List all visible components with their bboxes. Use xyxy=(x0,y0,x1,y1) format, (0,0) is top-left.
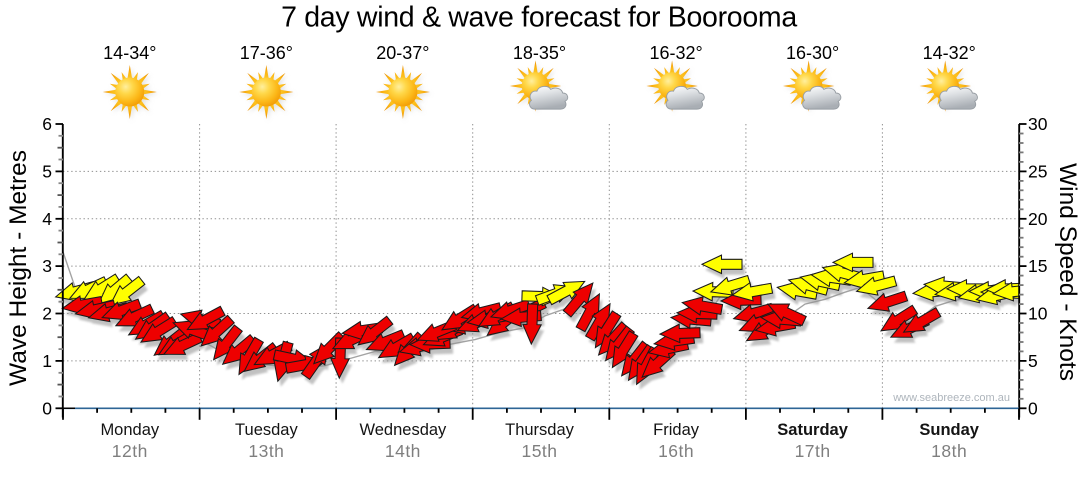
svg-text:0: 0 xyxy=(1028,398,1038,418)
svg-text:www.seabreeze.com.au: www.seabreeze.com.au xyxy=(892,392,1010,404)
svg-text:20: 20 xyxy=(1028,209,1048,229)
svg-text:Wind Speed - Knots: Wind Speed - Knots xyxy=(1054,163,1080,381)
svg-text:18-35°: 18-35° xyxy=(513,43,566,63)
svg-text:17th: 17th xyxy=(795,441,831,461)
svg-text:1: 1 xyxy=(42,351,52,371)
svg-text:6: 6 xyxy=(42,114,52,134)
svg-text:13th: 13th xyxy=(248,441,284,461)
svg-text:14-32°: 14-32° xyxy=(923,43,976,63)
svg-text:25: 25 xyxy=(1028,161,1047,181)
svg-text:12th: 12th xyxy=(112,441,148,461)
svg-text:Sunday: Sunday xyxy=(919,421,979,439)
svg-text:20-37°: 20-37° xyxy=(376,43,429,63)
svg-text:Wednesday: Wednesday xyxy=(359,421,447,439)
svg-text:15th: 15th xyxy=(521,441,557,461)
svg-text:14th: 14th xyxy=(385,441,421,461)
svg-text:Wave Height - Metres: Wave Height - Metres xyxy=(5,150,32,386)
svg-text:5: 5 xyxy=(1028,351,1038,371)
svg-text:Friday: Friday xyxy=(653,421,700,439)
svg-text:30: 30 xyxy=(1028,114,1048,134)
svg-text:16-32°: 16-32° xyxy=(649,43,702,63)
svg-text:Tuesday: Tuesday xyxy=(235,421,298,439)
svg-text:17-36°: 17-36° xyxy=(240,43,293,63)
svg-text:5: 5 xyxy=(42,161,52,181)
svg-text:14-34°: 14-34° xyxy=(103,43,156,63)
svg-text:7 day wind & wave forecast for: 7 day wind & wave forecast for Boorooma xyxy=(281,2,797,34)
svg-text:Thursday: Thursday xyxy=(505,421,575,439)
svg-text:16-30°: 16-30° xyxy=(786,43,839,63)
svg-text:16th: 16th xyxy=(658,441,694,461)
svg-text:18th: 18th xyxy=(931,441,967,461)
svg-text:4: 4 xyxy=(42,209,52,229)
svg-text:Saturday: Saturday xyxy=(777,421,848,439)
svg-text:0: 0 xyxy=(42,398,52,418)
svg-text:2: 2 xyxy=(42,304,52,324)
svg-text:Monday: Monday xyxy=(100,421,159,439)
svg-text:15: 15 xyxy=(1028,256,1047,276)
svg-text:10: 10 xyxy=(1028,304,1048,324)
svg-text:3: 3 xyxy=(42,256,52,276)
